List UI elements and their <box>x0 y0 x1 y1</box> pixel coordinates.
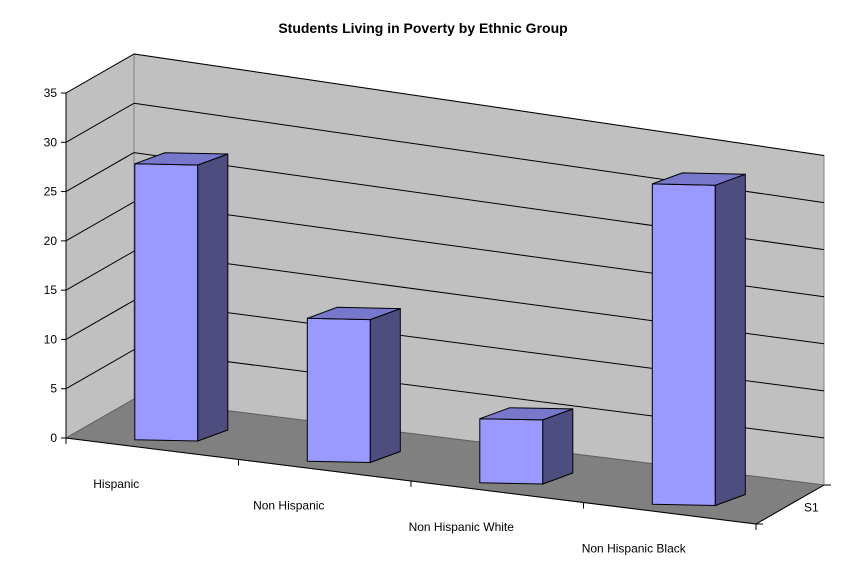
bar <box>479 407 574 485</box>
bar-top-face <box>479 407 573 421</box>
x-category-label: Non Hispanic White <box>409 520 515 534</box>
gridline-side <box>65 102 135 143</box>
depth-axis <box>755 484 825 525</box>
y-tick-label: 5 <box>50 382 57 396</box>
bar-front-face <box>479 418 544 485</box>
gridline-side <box>65 152 135 193</box>
y-tick-label: 35 <box>44 86 58 100</box>
bar-front-face <box>306 317 371 464</box>
gridline-side <box>65 349 135 390</box>
x-category-label: Non Hispanic Black <box>582 541 687 555</box>
bar <box>306 306 401 464</box>
chart-title: Students Living in Poverty by Ethnic Gro… <box>278 20 567 36</box>
bars <box>134 152 746 507</box>
side-wall <box>65 53 135 439</box>
bar-top-face <box>307 306 401 321</box>
bar-top-face <box>652 172 746 186</box>
series-label: S1 <box>804 501 819 515</box>
y-tick-label: 20 <box>44 234 58 248</box>
gridline-side <box>65 201 135 242</box>
labels: 0 5 10 15 20 25 30 35 S1 Hispanic Non Hispanic Non … <box>44 86 819 555</box>
y-tick-label: 15 <box>44 283 58 297</box>
bar <box>134 152 229 442</box>
x-category-label: Hispanic <box>93 477 139 491</box>
bar-front-face <box>651 183 716 507</box>
bar <box>651 172 746 507</box>
bar-side-face <box>369 307 401 464</box>
bar-top-face <box>134 152 228 166</box>
y-tick-label: 0 <box>50 431 57 445</box>
y-tick-label: 10 <box>44 332 58 346</box>
bar-front-face <box>134 163 199 442</box>
axes <box>61 92 831 530</box>
bar-side-face <box>197 153 229 442</box>
y-tick-label: 25 <box>44 185 58 199</box>
gridline-side <box>65 250 135 291</box>
chart-walls <box>64 53 826 525</box>
gridline-back <box>133 53 825 157</box>
gridline-side <box>65 299 135 340</box>
bar-side-face <box>542 408 574 485</box>
gridline-side <box>65 53 135 94</box>
x-category-label: Non Hispanic <box>253 498 324 512</box>
y-tick-label: 30 <box>44 135 58 149</box>
bar-side-face <box>714 173 746 507</box>
